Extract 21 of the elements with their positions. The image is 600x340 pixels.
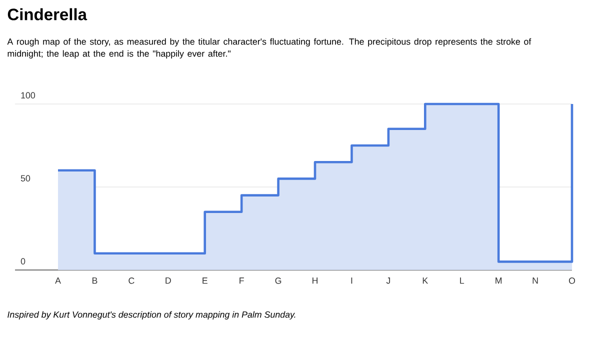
x-tick-label: E xyxy=(202,278,208,284)
x-tick-label: K xyxy=(422,278,428,284)
x-tick-label: J xyxy=(386,278,390,284)
y-tick-label: 0 xyxy=(20,258,26,264)
text: Inspired by Kurt Vonnegut's description of story mapping in Palm Sunday. xyxy=(8,311,296,320)
x-tick-label: B xyxy=(92,278,98,284)
chart-title: Cinderella xyxy=(8,8,88,20)
chart-subtitle: A rough map of the story, as measured by the titular character's fluctuating fortune. The precipitous drop represents the stroke of midnight; the leap at the end is the "happily ever after." xyxy=(7,38,532,58)
x-tick-label: C xyxy=(128,278,134,284)
x-tick-label: D xyxy=(166,278,171,284)
x-tick-label: G xyxy=(275,278,282,284)
x-tick-label: L xyxy=(460,278,464,284)
x-tick-label: A xyxy=(55,278,61,284)
y-tick-label: 50 xyxy=(20,175,30,182)
x-tick-label: M xyxy=(496,278,502,284)
x-tick-label: H xyxy=(312,278,318,284)
x-tick-label: F xyxy=(240,278,244,284)
y-tick-label: 100 xyxy=(21,92,36,98)
x-tick-label: N xyxy=(532,278,538,284)
x-tick-label: I xyxy=(351,278,352,284)
x-tick-label: O xyxy=(568,278,576,284)
